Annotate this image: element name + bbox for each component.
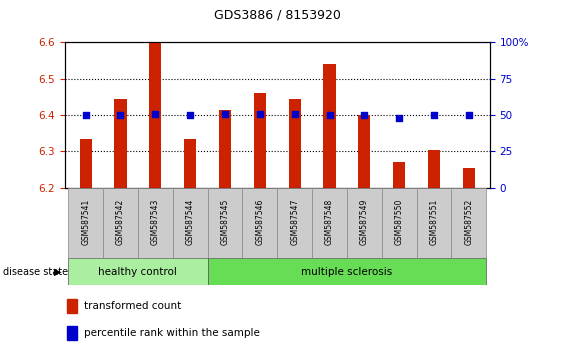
- Point: [464, 112, 473, 118]
- Bar: [312, 188, 347, 258]
- Bar: [79, 139, 92, 188]
- Bar: [68, 258, 208, 285]
- Text: GSM587548: GSM587548: [325, 199, 334, 245]
- Text: disease state: disease state: [3, 267, 68, 277]
- Bar: [103, 188, 138, 258]
- Point: [221, 111, 230, 116]
- Bar: [219, 110, 231, 188]
- Point: [360, 112, 369, 118]
- Point: [325, 112, 334, 118]
- Point: [116, 112, 125, 118]
- Text: GSM587550: GSM587550: [395, 198, 404, 245]
- Bar: [67, 299, 78, 313]
- Point: [430, 112, 439, 118]
- Bar: [67, 326, 78, 340]
- Text: GSM587543: GSM587543: [151, 198, 160, 245]
- Text: GSM587544: GSM587544: [186, 198, 195, 245]
- Text: GSM587545: GSM587545: [221, 198, 230, 245]
- Point: [81, 112, 90, 118]
- Text: GSM587541: GSM587541: [81, 199, 90, 245]
- Bar: [149, 42, 162, 188]
- Point: [256, 111, 265, 116]
- Text: percentile rank within the sample: percentile rank within the sample: [84, 328, 260, 338]
- Bar: [382, 188, 417, 258]
- Text: GSM587546: GSM587546: [256, 198, 265, 245]
- Bar: [208, 188, 243, 258]
- Bar: [68, 188, 103, 258]
- Point: [151, 111, 160, 116]
- Point: [290, 111, 299, 116]
- Point: [186, 112, 195, 118]
- Bar: [173, 188, 208, 258]
- Bar: [254, 93, 266, 188]
- Point: [395, 115, 404, 121]
- Text: healthy control: healthy control: [99, 267, 177, 277]
- Bar: [114, 99, 127, 188]
- Bar: [289, 99, 301, 188]
- Bar: [184, 139, 196, 188]
- Bar: [243, 188, 278, 258]
- Text: GSM587542: GSM587542: [116, 199, 125, 245]
- Bar: [138, 188, 173, 258]
- Bar: [463, 168, 475, 188]
- Text: multiple sclerosis: multiple sclerosis: [301, 267, 392, 277]
- Bar: [278, 188, 312, 258]
- Text: GSM587552: GSM587552: [464, 199, 473, 245]
- Text: transformed count: transformed count: [84, 301, 181, 311]
- Bar: [323, 64, 336, 188]
- Bar: [428, 149, 440, 188]
- Bar: [208, 258, 486, 285]
- Text: GSM587549: GSM587549: [360, 198, 369, 245]
- Bar: [393, 162, 405, 188]
- Text: ▶: ▶: [55, 267, 62, 277]
- Text: GSM587551: GSM587551: [430, 199, 439, 245]
- Text: GSM587547: GSM587547: [290, 198, 299, 245]
- Bar: [347, 188, 382, 258]
- Bar: [417, 188, 452, 258]
- Text: GDS3886 / 8153920: GDS3886 / 8153920: [214, 8, 341, 21]
- Bar: [358, 115, 370, 188]
- Bar: [452, 188, 486, 258]
